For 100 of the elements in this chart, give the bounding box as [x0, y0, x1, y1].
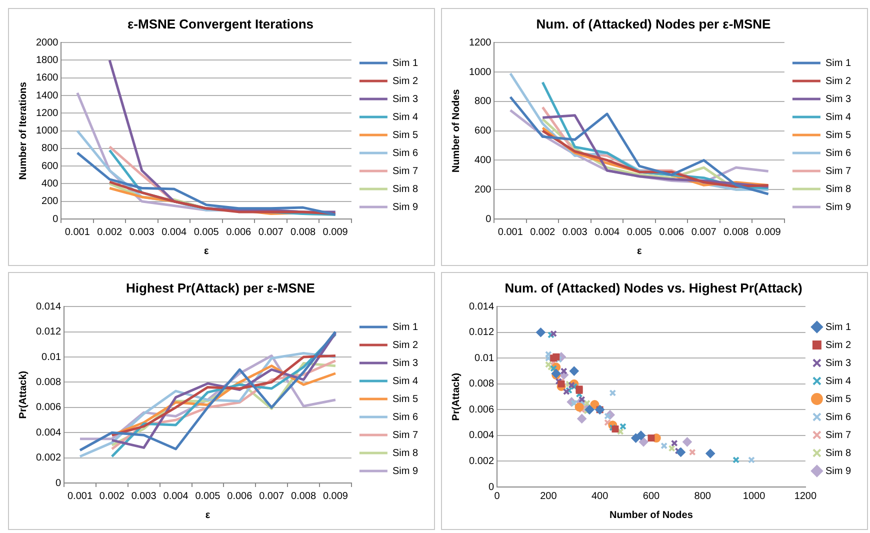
y-tick-label: 0.008 [36, 376, 62, 388]
legend-label: Sim 3 [825, 94, 852, 105]
y-tick-label: 0 [488, 482, 494, 493]
x-axis-title: ε [205, 510, 210, 521]
x-tick-label: 1200 [794, 490, 817, 502]
y-tick-label: 400 [474, 154, 492, 166]
legend-label: Sim 2 [825, 76, 852, 87]
x-tick-label: 0.006 [659, 226, 685, 238]
x-tick-label: 0.008 [291, 490, 316, 502]
legend-label: Sim 9 [825, 202, 852, 213]
legend-label: Sim 8 [392, 448, 418, 459]
y-tick-label: 1400 [36, 90, 59, 102]
y-tick-label: 0 [52, 214, 59, 225]
y-tick-label: 2000 [36, 37, 59, 48]
legend-label: Sim 7 [392, 430, 418, 441]
chart-title: Num. of (Attacked) Nodes per ε-MSNE [536, 16, 772, 32]
y-tick-label: 0.002 [468, 456, 494, 467]
legend-label: Sim 7 [825, 166, 852, 177]
x-tick-label: 0.005 [194, 226, 220, 238]
legend-label: Sim 1 [825, 58, 852, 69]
legend-label: Sim 7 [392, 166, 418, 177]
y-tick-label: 0.012 [36, 326, 62, 338]
x-axis-title: ε [636, 246, 642, 257]
y-tick-label: 0.008 [468, 378, 494, 390]
y-tick-label: 0.014 [468, 301, 494, 312]
x-tick-label: 0.002 [99, 490, 125, 502]
x-tick-label: 0.009 [322, 490, 348, 502]
legend-label: Sim 3 [392, 94, 418, 105]
y-tick-label: 1200 [468, 37, 492, 48]
legend-label: Sim 5 [825, 130, 852, 141]
y-tick-label: 800 [42, 143, 59, 154]
x-tick-label: 0.008 [290, 226, 316, 238]
y-tick-label: 0.01 [474, 352, 494, 364]
x-tick-label: 0.009 [322, 226, 348, 238]
x-tick-label: 0.005 [195, 490, 221, 502]
y-axis-title: Number of Nodes [450, 88, 462, 172]
y-tick-label: 0.01 [42, 352, 62, 363]
y-axis-title: Pr(Attack) [18, 370, 29, 419]
legend-label: Sim 9 [392, 202, 418, 213]
legend-label: Sim 8 [392, 184, 418, 195]
x-tick-label: 0.007 [691, 226, 717, 238]
legend-label: Sim 9 [392, 466, 418, 477]
legend-label: Sim 8 [825, 184, 852, 195]
legend-label: Sim 6 [825, 412, 852, 423]
y-tick-label: 1600 [36, 72, 59, 84]
x-tick-label: 0.008 [724, 226, 750, 238]
legend-label: Sim 4 [392, 376, 418, 387]
y-tick-label: 1000 [36, 126, 59, 137]
y-tick-label: 0.004 [36, 427, 62, 438]
legend-label: Sim 3 [392, 358, 418, 369]
y-tick-label: 1200 [36, 108, 59, 119]
legend-label: Sim 4 [392, 112, 418, 123]
x-tick-label: 0.001 [498, 226, 524, 238]
y-axis-title: Number of Iterations [18, 81, 29, 180]
y-tick-label: 0.012 [468, 327, 494, 338]
x-tick-label: 0.004 [163, 490, 189, 502]
legend-label: Sim 6 [392, 148, 418, 159]
legend-label: Sim 8 [825, 448, 852, 459]
legend-label: Sim 2 [825, 340, 852, 351]
legend-label: Sim 6 [825, 148, 852, 159]
x-axis-title: ε [204, 246, 209, 257]
legend-label: Sim 4 [825, 376, 852, 387]
x-tick-label: 400 [591, 490, 609, 502]
x-tick-label: 0.004 [594, 226, 620, 238]
x-tick-label: 600 [642, 490, 660, 502]
x-axis-title: Number of Nodes [610, 510, 694, 521]
x-tick-label: 0.002 [97, 226, 123, 238]
chart-title: ε-MSNE Convergent Iterations [127, 16, 314, 32]
y-tick-label: 0 [55, 478, 62, 489]
legend-label: Sim 5 [392, 394, 418, 405]
y-tick-label: 200 [42, 196, 59, 208]
y-tick-label: 800 [474, 96, 492, 108]
y-tick-label: 400 [42, 178, 59, 190]
y-tick-label: 1800 [36, 54, 59, 66]
x-tick-label: 0.001 [64, 226, 90, 238]
x-tick-label: 0.006 [226, 226, 252, 238]
legend-label: Sim 9 [825, 466, 852, 477]
x-tick-label: 800 [694, 490, 712, 502]
legend-label: Sim 5 [392, 130, 418, 141]
y-tick-label: 0.002 [36, 452, 62, 464]
y-tick-label: 0.014 [36, 301, 62, 312]
legend-label: Sim 4 [825, 112, 852, 123]
y-tick-label: 1000 [468, 66, 492, 78]
x-tick-label: 0.001 [67, 490, 93, 502]
legend-label: Sim 6 [392, 412, 418, 423]
x-tick-label: 0.002 [530, 226, 556, 238]
y-tick-label: 600 [474, 126, 492, 137]
x-tick-label: 0.005 [626, 226, 652, 238]
legend-label: Sim 1 [825, 322, 852, 333]
legend-label: Sim 2 [392, 76, 418, 87]
x-tick-label: 1000 [742, 490, 766, 502]
legend-label: Sim 5 [825, 394, 852, 405]
y-axis-title: Pr(Attack) [450, 372, 462, 421]
x-tick-label: 0.007 [259, 490, 285, 502]
legend-label: Sim 2 [392, 340, 418, 351]
legend-label: Sim 1 [392, 322, 418, 333]
legend-label: Sim 3 [825, 358, 852, 369]
x-tick-label: 0.007 [258, 226, 284, 238]
y-tick-label: 0 [486, 214, 492, 225]
y-tick-label: 0.004 [468, 430, 494, 442]
